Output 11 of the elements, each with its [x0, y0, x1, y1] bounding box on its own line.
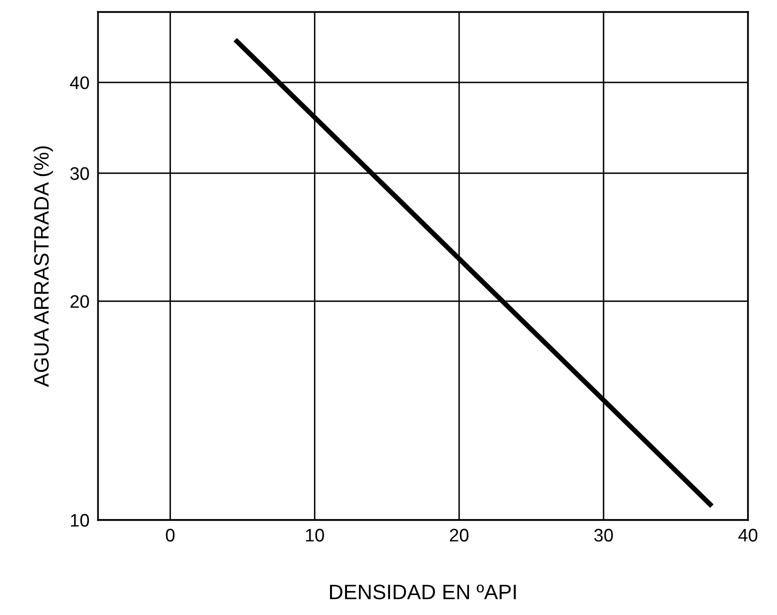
y-axis-title: AGUA ARRASTRADA (%) [34, 146, 53, 387]
y-tick-label: 20 [70, 295, 89, 308]
x-tick-label: 10 [306, 528, 324, 542]
x-axis-title: DENSIDAD EN ºAPI [330, 584, 516, 600]
x-tick-label: 20 [450, 528, 468, 542]
x-tick-label: 30 [594, 528, 613, 542]
x-tick-label: 40 [738, 528, 758, 542]
y-tick-label: 10 [70, 514, 89, 527]
y-tick-label: 40 [70, 76, 89, 90]
x-tick-label: 0 [166, 528, 175, 542]
y-tick-label: 30 [70, 167, 89, 180]
